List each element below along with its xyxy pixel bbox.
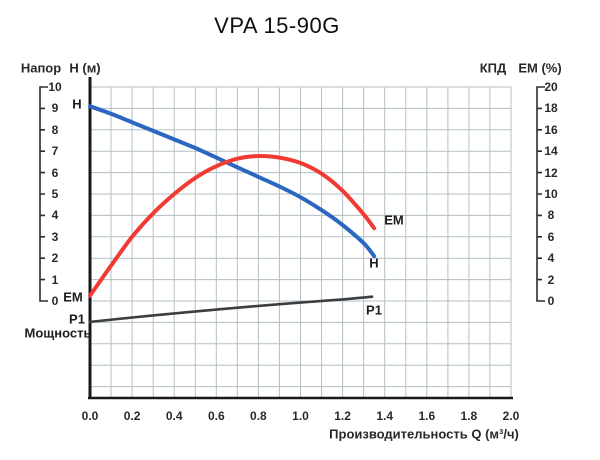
right-scale-bracket — [536, 86, 545, 302]
tick-label: 0.2 — [123, 409, 141, 423]
tick-label: 10 — [48, 80, 62, 94]
tick-label: 14 — [544, 144, 558, 159]
p1-curve — [88, 295, 374, 324]
tick-label: 8 — [51, 122, 59, 137]
tick-label: 0 — [51, 294, 59, 308]
tick-label: 20 — [544, 80, 558, 94]
tick-label: 1.6 — [418, 409, 436, 423]
right-axis-name: КПД — [479, 60, 507, 76]
tick-label: 4 — [547, 251, 555, 266]
tick-label: 18 — [544, 101, 558, 116]
tick-label: 0.6 — [207, 409, 225, 423]
left-axis-unit: H (м) — [69, 60, 101, 76]
tick-label: 6 — [51, 165, 59, 180]
h-curve-end-label: H — [369, 255, 379, 271]
tick-label: 10 — [544, 187, 558, 201]
tick-label: 0.0 — [81, 409, 99, 423]
tick-label: 2 — [51, 251, 59, 266]
em-curve — [88, 153, 377, 298]
h-curve — [88, 104, 377, 259]
tick-label: 2.0 — [502, 409, 520, 423]
tick-label: 1.4 — [376, 409, 394, 423]
x-axis-title: Производительность Q (м³/ч) — [329, 426, 519, 442]
power-label: Мощность — [24, 325, 92, 341]
tick-label: 5 — [51, 187, 59, 201]
tick-label: 2 — [547, 272, 555, 287]
p1-curve-start-label: P1 — [69, 311, 85, 327]
left-axis-name: Напор — [20, 60, 62, 76]
tick-label: 6 — [547, 229, 555, 244]
tick-label: 0.8 — [250, 409, 267, 423]
tick-label: 0.4 — [165, 409, 183, 423]
tick-label: 1.8 — [460, 409, 478, 423]
tick-label: 4 — [51, 208, 59, 223]
left-scale-bracket — [39, 86, 48, 302]
tick-label: 9 — [51, 101, 59, 116]
tick-label: 3 — [51, 229, 59, 244]
grid-lines — [89, 86, 512, 398]
tick-label: 7 — [51, 144, 59, 159]
tick-label: 0 — [547, 294, 555, 308]
em-curve-end-label: EM — [384, 212, 404, 228]
p1-curve-end-label: P1 — [366, 302, 382, 318]
tick-label: 1.0 — [292, 409, 309, 423]
tick-label: 12 — [544, 165, 558, 180]
tick-label: 1.2 — [334, 409, 351, 423]
em-curve-start-label: EM — [63, 289, 83, 305]
chart-title: VPA 15-90G — [214, 13, 340, 38]
tick-label: 16 — [544, 122, 558, 137]
right-axis-unit: EM (%) — [518, 60, 562, 76]
tick-label: 8 — [547, 208, 555, 223]
tick-label: 1 — [51, 272, 59, 287]
h-curve-start-label: H — [72, 96, 82, 112]
